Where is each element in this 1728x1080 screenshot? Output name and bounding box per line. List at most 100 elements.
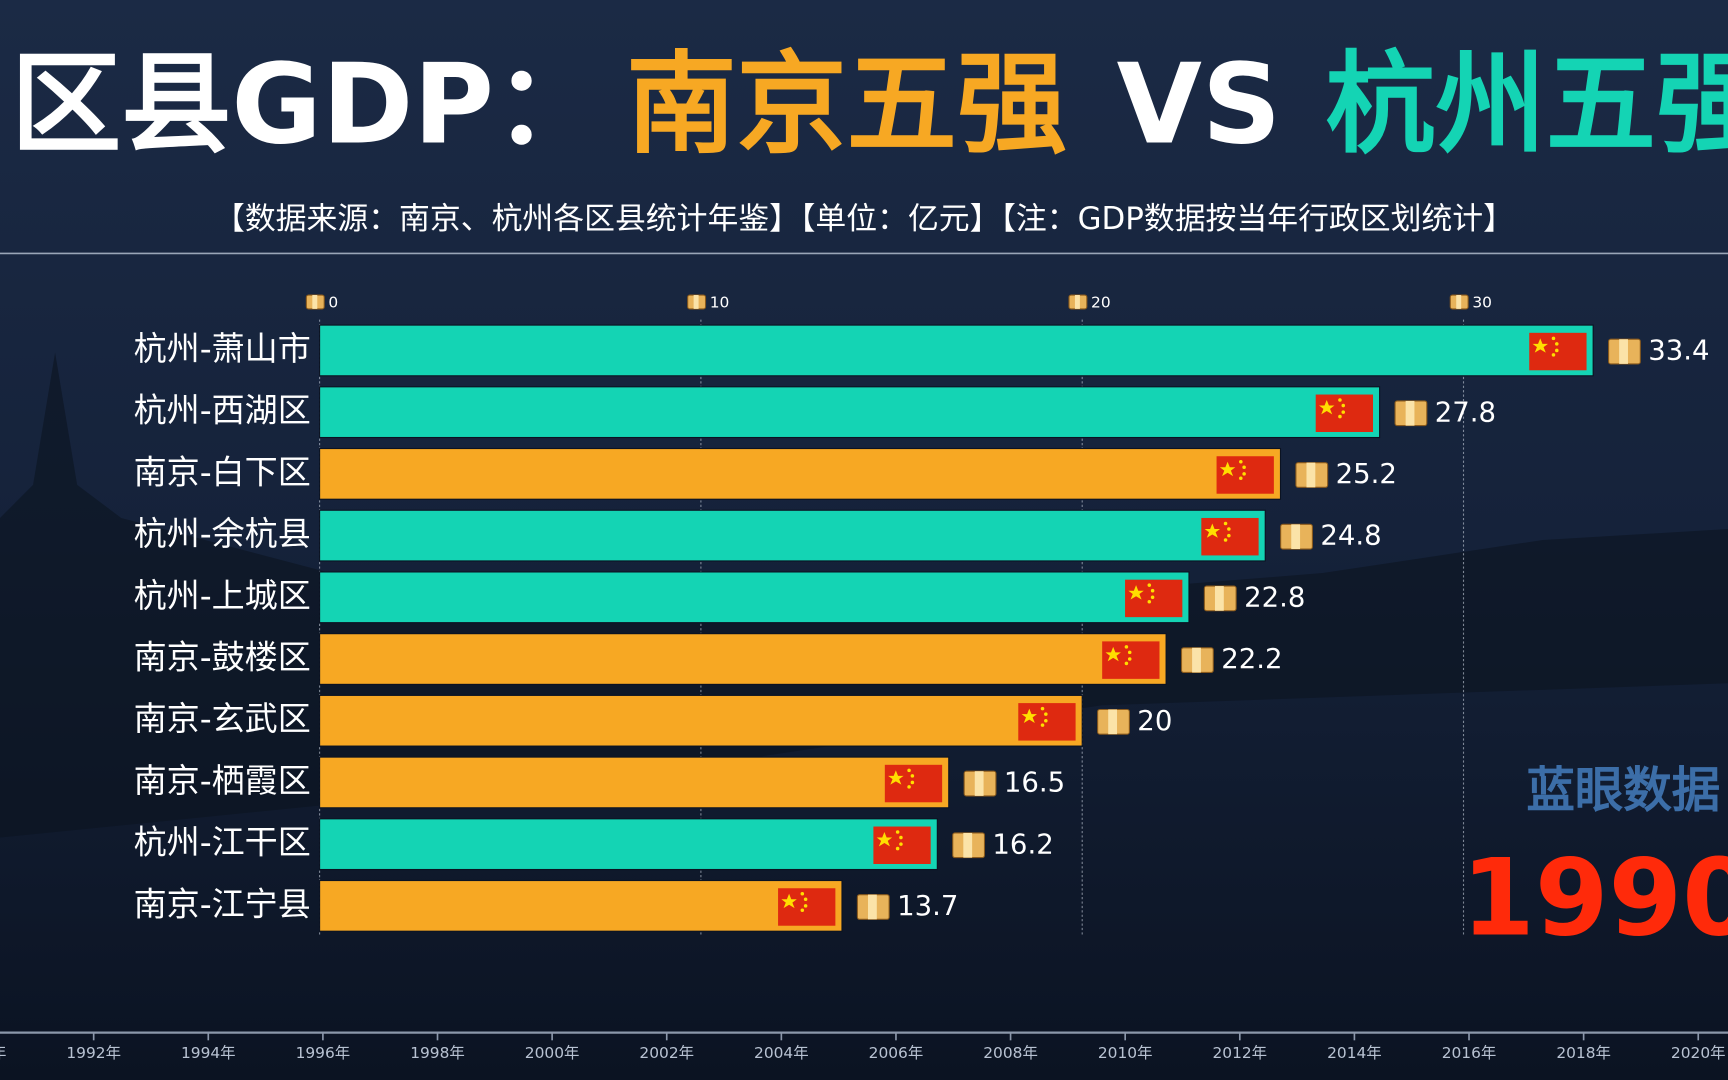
flag-star-small: [1044, 712, 1048, 716]
category-label: 杭州-萧山市: [134, 329, 311, 368]
category-label: 南京-栖霞区: [134, 761, 311, 800]
coin-icon-band: [963, 832, 973, 858]
timeline-label: 2006年: [869, 1044, 924, 1062]
coin-icon-band: [312, 295, 318, 309]
timeline-label: 1994年: [181, 1044, 236, 1062]
flag-star-small: [803, 904, 808, 908]
timeline-label: 2014年: [1327, 1044, 1382, 1062]
bar: [319, 447, 1282, 500]
flag-star-small: [1223, 538, 1228, 542]
x-tick-label: 10: [710, 294, 730, 312]
title-part: VS: [1117, 41, 1282, 169]
flag-star-small: [1227, 527, 1231, 531]
coin-icon-band: [693, 295, 699, 309]
flag-star: [1532, 338, 1548, 353]
value-label: 16.2: [992, 828, 1053, 860]
flag-star-small: [899, 842, 903, 846]
category-label: 杭州-上城区: [134, 576, 311, 615]
flag-star-small: [1242, 465, 1246, 470]
timeline-label: 2012年: [1212, 1044, 1267, 1062]
watermark: 蓝眼数据: [1526, 762, 1720, 818]
timeline-label: 2004年: [754, 1044, 809, 1062]
flag-star-small: [1124, 661, 1129, 666]
flag-star: [1319, 400, 1335, 415]
flag-star: [1204, 523, 1221, 538]
coin-icon-band: [1214, 586, 1224, 611]
timeline-label: 1996年: [296, 1044, 351, 1062]
value-label: 20: [1137, 705, 1172, 737]
flag-star: [1128, 585, 1144, 600]
coin-icon-band: [1074, 295, 1080, 309]
x-tick-label: 0: [328, 294, 338, 312]
title-part: 区县GDP：: [11, 41, 604, 169]
coin-icon-band: [1291, 524, 1301, 550]
flag-star-small: [1338, 414, 1342, 419]
value-label: 22.8: [1244, 581, 1305, 613]
flag-star-small: [1150, 588, 1155, 593]
title-part: 南京五强: [626, 41, 1067, 169]
flag-star-small: [1338, 398, 1342, 402]
flag-star-small: [1040, 706, 1045, 711]
category-label: 南京-玄武区: [134, 699, 311, 738]
value-label: 33.4: [1648, 335, 1709, 367]
timeline-label: 1992年: [66, 1044, 121, 1062]
value-label: 16.5: [1004, 767, 1065, 799]
current-year: 1990年: [1461, 837, 1728, 960]
timeline-label: 2002年: [639, 1044, 694, 1062]
flag-star-small: [1227, 533, 1231, 538]
timeline-label: 2010年: [1098, 1044, 1153, 1062]
category-label: 南京-江宁县: [134, 884, 311, 923]
flag-star-small: [910, 774, 915, 778]
value-label: 25.2: [1336, 458, 1397, 490]
flag-star-small: [1341, 403, 1346, 408]
flag-star: [1021, 708, 1038, 723]
bar: [319, 633, 1167, 685]
flag-star-small: [1239, 459, 1243, 464]
flag-star-small: [907, 768, 911, 773]
flag-star-small: [800, 891, 805, 896]
category-label: 南京-白下区: [134, 452, 311, 491]
flag-star-small: [910, 780, 915, 785]
flag-star-small: [1044, 718, 1048, 723]
coin-icon-band: [1456, 295, 1462, 309]
flag-star-small: [1223, 521, 1228, 526]
flag-star: [1219, 461, 1236, 477]
value-label: 22.2: [1221, 643, 1282, 675]
flag-star-small: [1040, 723, 1045, 727]
subtitle: 【数据来源：南京、杭州各区县统计年鉴】【单位：亿元】【注：GDP数据按当年行政区…: [214, 201, 1514, 237]
coin-icon-band: [867, 894, 877, 920]
bar: [319, 324, 1594, 377]
bar: [319, 694, 1083, 747]
title-part: 杭州五强: [1325, 41, 1728, 169]
bar: [319, 818, 938, 871]
flag-star-small: [1555, 342, 1559, 346]
flag-star-small: [1551, 336, 1556, 341]
flag-star-small: [1150, 595, 1155, 600]
flag-star-small: [1555, 348, 1559, 353]
flag-star-small: [1147, 583, 1152, 587]
chart-title: 区县GDP： 南京五强 VS 杭州五强: [11, 41, 1728, 169]
coin-icon-band: [1619, 339, 1628, 364]
flag-star-small: [899, 835, 903, 840]
bar: [319, 756, 950, 809]
bar: [319, 879, 843, 932]
value-label: 13.7: [897, 890, 958, 922]
flag-star-small: [1341, 410, 1346, 414]
flag-star-small: [1242, 472, 1246, 476]
flag-star-small: [1239, 476, 1243, 481]
timeline-label: 2008年: [983, 1044, 1038, 1062]
flag-star: [781, 893, 797, 909]
coin-icon-band: [1306, 462, 1316, 488]
flag-star-small: [1127, 650, 1132, 655]
flag-star-small: [1127, 657, 1132, 661]
value-label: 27.8: [1435, 396, 1496, 428]
coin-icon-band: [1405, 400, 1415, 426]
timeline-label: 2016年: [1442, 1044, 1497, 1062]
flag-star-small: [1551, 353, 1556, 357]
timeline-label: 2020年: [1671, 1044, 1726, 1062]
flag-star-small: [800, 908, 805, 913]
flag-star-small: [1124, 645, 1129, 649]
flag-star: [1105, 646, 1121, 662]
